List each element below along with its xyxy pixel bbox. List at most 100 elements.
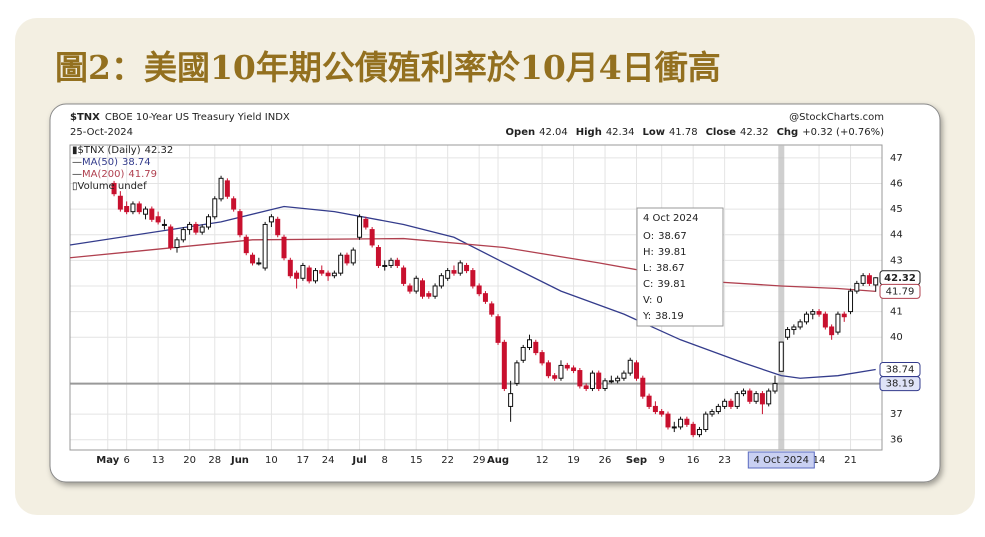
x-tick-label: 19 — [567, 455, 580, 466]
candle-body — [482, 293, 488, 302]
candle-body — [180, 229, 186, 241]
candle-body — [432, 285, 438, 297]
source: @StockCharts.com — [789, 112, 884, 123]
candle-body — [671, 426, 677, 429]
candle-body — [363, 218, 369, 228]
candle-body — [457, 262, 463, 274]
candle-body — [357, 216, 363, 238]
y-tick-label: 47 — [890, 153, 903, 164]
legend-value: 42.32 — [145, 145, 174, 156]
candle-body — [596, 372, 602, 389]
x-tick-label: 10 — [265, 455, 278, 466]
candle-body — [325, 272, 331, 277]
candle-body — [501, 341, 507, 389]
candle-body — [646, 395, 652, 407]
candle-body — [124, 206, 130, 213]
tooltip-key: L: — [643, 263, 652, 274]
candle-body — [564, 364, 570, 369]
tooltip-row: L: 38.67 — [643, 263, 685, 274]
tooltip-value: 38.67 — [658, 231, 687, 242]
legend-entry: —MA(200) 41.79 — [72, 169, 157, 180]
tooltip-row: O: 38.67 — [643, 231, 687, 242]
candle-body — [741, 390, 747, 395]
candle-body — [168, 226, 174, 249]
candle-body — [545, 362, 551, 377]
ma-line — [69, 205, 876, 379]
legend-entry: —MA(50) 38.74 — [72, 157, 151, 168]
candle-body — [369, 229, 375, 246]
y-tick-label: 43 — [890, 255, 903, 266]
candle-body — [419, 280, 425, 297]
candle-body — [256, 262, 262, 265]
legend-swatch: — — [72, 169, 82, 180]
tooltip-value: 39.81 — [658, 247, 687, 258]
candle-body — [728, 400, 734, 407]
candle-body — [495, 316, 501, 343]
title: 圖2：美國10年期公債殖利率於10月4日衝高 — [55, 48, 721, 87]
candle-body — [873, 277, 879, 286]
tooltip-value: 38.67 — [656, 263, 685, 274]
tooltip-key: H: — [643, 247, 654, 258]
tooltip-row: V: 0 — [643, 295, 663, 306]
tooltip-row: Y: 38.19 — [642, 311, 684, 322]
legend-value: 41.79 — [128, 169, 157, 180]
candle-body — [602, 380, 608, 389]
y-tick-label: 41 — [890, 307, 903, 318]
candle-body — [778, 341, 784, 372]
candle-body — [174, 239, 180, 249]
tooltip-value: 0 — [656, 295, 662, 306]
candle-body — [627, 359, 633, 374]
x-tick-label: May — [96, 455, 119, 466]
candle-body — [331, 272, 337, 277]
ohlc-value: +0.32 (+0.76%) — [802, 127, 884, 138]
x-tick-label: 14 — [813, 455, 826, 466]
candle-body — [199, 226, 205, 233]
candle-body — [533, 341, 539, 354]
candle-body — [753, 393, 759, 402]
candle-body — [445, 270, 451, 279]
candle-body — [394, 259, 400, 266]
candle-body — [344, 254, 350, 264]
candle-body — [438, 275, 444, 287]
candle-body — [237, 211, 243, 236]
ma-line — [69, 237, 876, 292]
candle-body — [161, 223, 167, 226]
candle-body — [822, 313, 828, 328]
ohlc-value: 42.04 — [539, 127, 568, 138]
x-tick-label: 23 — [718, 455, 731, 466]
x-tick-label: 22 — [441, 455, 454, 466]
candle-body — [866, 275, 872, 284]
x-tick-label: 6 — [123, 455, 129, 466]
candle-body — [571, 367, 577, 372]
value-tag-label: 42.32 — [884, 273, 916, 284]
candle-body — [703, 413, 709, 430]
x-tick-label: 20 — [183, 455, 196, 466]
candle-body — [659, 411, 665, 415]
y-tick-label: 37 — [890, 409, 903, 420]
value-tag-label: 38.19 — [886, 379, 915, 390]
ohlc: Open 42.04 High 42.34 Low 41.78 Close 42.32 Chg +… — [506, 127, 885, 138]
candle-body — [797, 321, 803, 328]
y-tick-label: 44 — [890, 230, 903, 241]
candle-body — [759, 393, 765, 405]
candle-body — [514, 362, 520, 384]
y-tick-label: 36 — [890, 435, 903, 446]
candle-body — [520, 346, 526, 361]
candle-body — [231, 198, 237, 210]
candle-body — [848, 290, 854, 313]
candle-body — [841, 313, 847, 318]
candle-body — [338, 254, 344, 274]
tooltip-row: C: 39.81 — [643, 279, 686, 290]
x-tick-label: 8 — [382, 455, 388, 466]
x-tick-label: Jun — [230, 455, 249, 466]
candle-body — [143, 208, 149, 215]
tooltip-key: Y: — [642, 311, 651, 322]
x-tick-label: 17 — [297, 455, 310, 466]
candle-body — [212, 198, 218, 218]
candle-body — [684, 418, 690, 425]
x-tick-label: 21 — [844, 455, 857, 466]
candle-body — [262, 223, 268, 269]
candle-body — [111, 182, 117, 195]
ohlc-label: Close — [706, 127, 737, 138]
candle-body — [193, 223, 199, 233]
